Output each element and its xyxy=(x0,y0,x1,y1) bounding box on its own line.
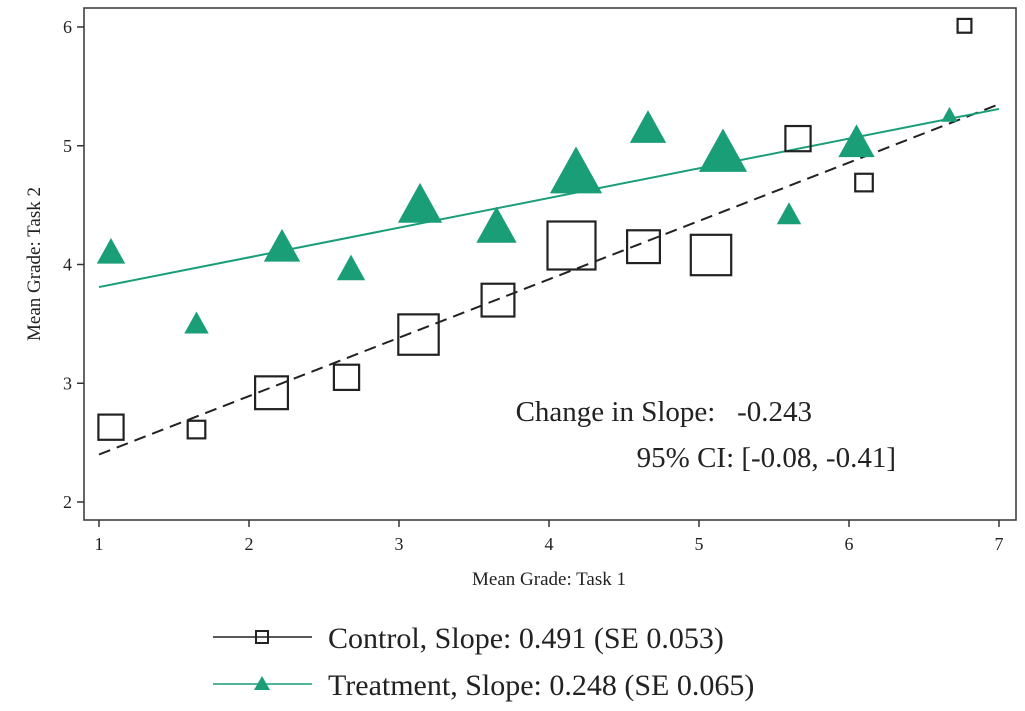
x-tick-label: 4 xyxy=(545,534,554,554)
control-point xyxy=(855,174,873,192)
control-point xyxy=(98,415,123,440)
legend-treatment-label: Treatment, Slope: 0.248 (SE 0.065) xyxy=(328,669,754,702)
treatment-point xyxy=(337,255,365,281)
x-tick-label: 7 xyxy=(995,534,1004,554)
treatment-point xyxy=(777,202,801,224)
annotation-confidence-interval: 95% CI: [-0.08, -0.41] xyxy=(637,442,896,474)
y-tick-label: 4 xyxy=(63,255,72,275)
data-points xyxy=(97,19,972,440)
treatment-point xyxy=(264,229,300,262)
x-tick-label: 1 xyxy=(95,534,104,554)
y-tick-label: 5 xyxy=(63,136,72,156)
treatment-point xyxy=(97,238,125,264)
legend: Control, Slope: 0.491 (SE 0.053) Treatme… xyxy=(213,622,754,702)
x-tick-label: 6 xyxy=(845,534,854,554)
treatment-point xyxy=(184,311,208,333)
x-axis: 1 2 3 4 5 6 7 xyxy=(95,520,1004,554)
control-point xyxy=(958,19,972,33)
y-tick-label: 2 xyxy=(63,492,72,512)
control-point xyxy=(691,235,731,275)
treatment-point xyxy=(838,124,874,157)
x-tick-label: 5 xyxy=(695,534,704,554)
annotation-change-in-slope: Change in Slope: -0.243 xyxy=(516,396,812,428)
control-point xyxy=(334,365,359,390)
treatment-point xyxy=(398,183,442,223)
control-point xyxy=(548,222,596,270)
legend-treatment-marker xyxy=(254,676,270,690)
legend-control-label: Control, Slope: 0.491 (SE 0.053) xyxy=(328,622,724,655)
treatment-point xyxy=(550,146,602,193)
y-tick-label: 3 xyxy=(63,373,72,393)
x-axis-label: Mean Grade: Task 1 xyxy=(472,569,626,590)
control-point xyxy=(398,314,438,354)
treatment-point xyxy=(941,107,958,122)
x-tick-label: 3 xyxy=(395,534,404,554)
y-axis: 2 3 4 5 6 xyxy=(63,17,84,512)
treatment-fit-line xyxy=(99,109,999,287)
treatment-point xyxy=(630,110,666,143)
treatment-point xyxy=(699,128,747,171)
x-tick-label: 2 xyxy=(245,534,254,554)
y-tick-label: 6 xyxy=(63,17,72,37)
control-point xyxy=(188,421,206,439)
y-axis-label: Mean Grade: Task 2 xyxy=(24,187,45,341)
